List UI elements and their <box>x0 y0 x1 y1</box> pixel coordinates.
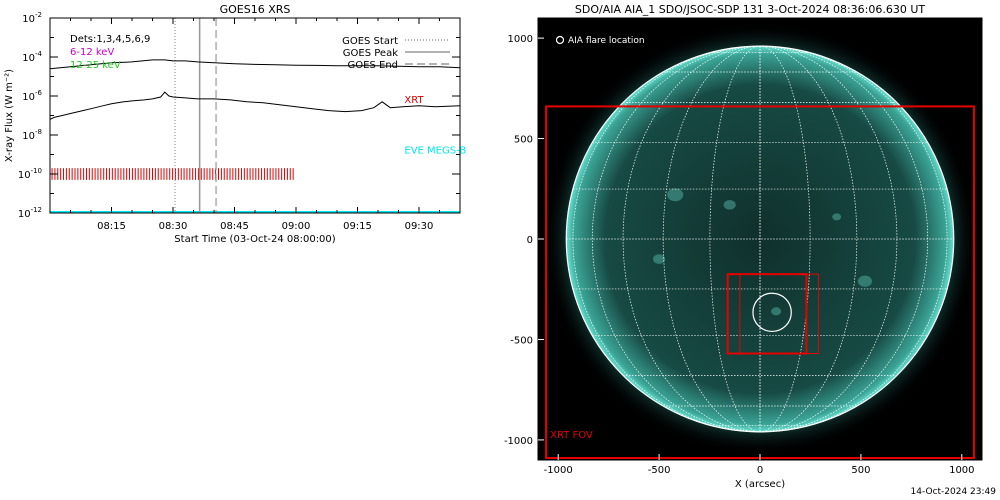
goes-title: GOES16 XRS <box>220 3 291 16</box>
flare-legend-marker <box>555 35 565 45</box>
longitude-line <box>592 45 761 433</box>
x-tick-label: 08:45 <box>220 221 249 232</box>
aia-image: XRT FOV <box>538 18 982 460</box>
longitude-line <box>759 45 928 433</box>
goes-xrs-chart: GOES16 XRS 10-12 10-10 10-8 10-6 10-4 10-2 08:1… <box>4 3 466 245</box>
active-region <box>771 307 782 316</box>
y-tick-label: 0 <box>527 235 533 246</box>
y-tick-label: 500 <box>514 135 533 146</box>
goes-y-axis-label: X-ray Flux (W m⁻²) <box>4 69 15 162</box>
aia-title: SDO/AIA AIA_1 SDO/JSOC-SDP 131 3-Oct-202… <box>575 3 926 16</box>
x-tick-label: 0 <box>757 465 763 476</box>
goes-long-series <box>49 59 461 70</box>
x-tick-label: 08:15 <box>97 221 126 232</box>
x-tick-label: 08:30 <box>159 221 188 232</box>
active-region <box>667 188 684 202</box>
y-tick-label: 1000 <box>508 34 533 45</box>
aia-x-axis-label: X (arcsec) <box>735 479 785 490</box>
y-tick-label: 10-6 <box>22 89 42 103</box>
longitude-line <box>662 45 761 433</box>
legend-right-label: GOES Peak <box>343 48 398 59</box>
x-tick-label: 09:00 <box>282 221 311 232</box>
longitude-line <box>709 45 761 433</box>
longitude-line <box>572 45 761 433</box>
active-region <box>723 200 736 210</box>
x-tick-label: -1000 <box>544 465 573 476</box>
longitude-line <box>759 45 858 433</box>
eve-label: EVE MEGS-B <box>404 146 466 157</box>
active-region <box>832 213 842 221</box>
flare-location-circle <box>752 292 792 333</box>
legend-left-entry: Dets:1,3,4,5,6,9 <box>70 34 150 45</box>
inner-box-2 <box>727 273 820 355</box>
x-tick-label: -500 <box>648 465 671 476</box>
y-tick-label: 10-4 <box>22 50 42 64</box>
x-tick-label: 500 <box>851 465 870 476</box>
x-tick-label: 09:15 <box>343 221 372 232</box>
legend-right-label: GOES End <box>348 60 398 71</box>
xrt-fov-label: XRT FOV <box>550 430 593 441</box>
goes-x-axis-label: Start Time (03-Oct-24 08:00:00) <box>174 234 335 245</box>
x-tick-label: 1000 <box>949 465 974 476</box>
y-tick-label: 10-10 <box>18 167 42 181</box>
legend-left-entry: 6-12 keV <box>70 47 114 58</box>
footer-date: 14-Oct-2024 23:49 <box>910 487 996 497</box>
longitude-line <box>759 45 811 433</box>
active-region <box>653 254 666 264</box>
longitude-line <box>759 45 948 433</box>
y-tick-label: 10-8 <box>22 128 42 142</box>
y-tick-label: -500 <box>510 335 533 346</box>
y-tick-label: 10-12 <box>18 206 42 220</box>
active-region <box>857 275 873 287</box>
goes-short-series <box>49 91 461 120</box>
y-tick-label: -1000 <box>504 436 533 447</box>
legend-right-label: GOES Start <box>342 36 398 47</box>
xrt-exposure-marks <box>51 168 294 180</box>
legend-left-entry: 12-25 keV <box>70 60 121 71</box>
flare-legend-label: AIA flare location <box>568 36 645 46</box>
y-tick-label: 10-2 <box>22 11 42 25</box>
aia-image-chart: SDO/AIA AIA_1 SDO/JSOC-SDP 131 3-Oct-202… <box>504 3 983 490</box>
solar-limb <box>565 45 955 433</box>
heliographic-grid <box>566 45 954 433</box>
xrt-label: XRT <box>404 95 424 106</box>
x-tick-label: 09:30 <box>405 221 434 232</box>
